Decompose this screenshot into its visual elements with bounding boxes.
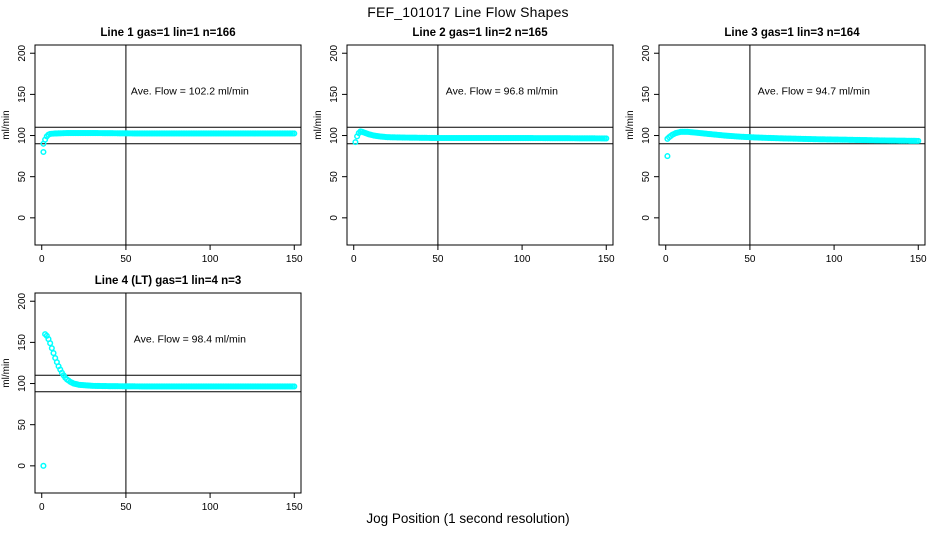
subplot-2: Line 2 gas=1 lin=2 n=165 0 50 100 150 0 50 100 1… [313, 27, 615, 265]
x-tick-label: 50 [120, 502, 132, 513]
ave-flow-annotation: Ave. Flow = 94.7 ml/min [758, 85, 870, 97]
y-tick-label: 0 [17, 463, 28, 469]
y-tick-label: 100 [17, 127, 28, 144]
x-tick-label: 50 [120, 254, 132, 265]
subplot-title: Line 4 (LT) gas=1 lin=4 n=3 [95, 275, 241, 287]
data-point [291, 130, 298, 137]
y-tick-label: 150 [641, 86, 652, 103]
y-tick-label: 200 [17, 292, 28, 309]
subplot-title: Line 2 gas=1 lin=2 n=165 [412, 27, 548, 39]
y-tick-label: 100 [329, 127, 340, 144]
y-tick-label: 50 [17, 171, 28, 183]
x-tick-label: 50 [432, 254, 444, 265]
x-tick-label: 150 [286, 502, 303, 513]
y-axis-label: ml/min [1, 358, 12, 387]
x-tick-label: 100 [202, 254, 219, 265]
x-tick-label: 100 [514, 254, 531, 265]
data-point [915, 137, 922, 144]
y-tick-label: 150 [17, 334, 28, 351]
figure-title: FEF_101017 Line Flow Shapes [367, 4, 569, 20]
x-tick-label: 100 [202, 502, 219, 513]
y-tick-label: 50 [329, 171, 340, 183]
x-tick-label: 0 [663, 254, 669, 265]
subplot-3: Line 3 gas=1 lin=3 n=164 0 50 100 150 0 50 100 1… [625, 27, 927, 265]
x-tick-label: 100 [826, 254, 843, 265]
outlier-data-point [40, 148, 47, 156]
outlier-data-point [664, 153, 671, 160]
y-tick-label: 0 [17, 215, 28, 221]
y-tick-label: 200 [17, 44, 28, 61]
x-tick-label: 0 [351, 254, 357, 265]
data-point [352, 139, 359, 146]
plot-box [658, 44, 926, 246]
subplot-title: Line 3 gas=1 lin=3 n=164 [724, 27, 860, 39]
y-tick-label: 150 [329, 86, 340, 103]
data-point [603, 135, 610, 142]
y-tick-label: 50 [17, 419, 28, 431]
subplot-4: Line 4 (LT) gas=1 lin=4 n=3 0 50 100 150 0 50 1… [1, 275, 303, 513]
x-tick-label: 50 [744, 254, 756, 265]
outlier-data-point [40, 462, 47, 469]
y-tick-label: 200 [641, 44, 652, 61]
plot-box [34, 292, 302, 494]
y-axis-label: ml/min [313, 110, 324, 139]
subplot-1: Line 1 gas=1 lin=1 n=166 0 50 100 150 0 50 100 1… [1, 27, 303, 265]
y-tick-label: 100 [641, 127, 652, 144]
data-point [47, 340, 54, 347]
plot-box [346, 44, 614, 246]
data-point [48, 345, 55, 352]
y-axis-label: ml/min [1, 110, 12, 139]
x-axis-label: Jog Position (1 second resolution) [366, 511, 570, 526]
y-tick-label: 150 [17, 86, 28, 103]
x-tick-label: 150 [286, 254, 303, 265]
y-tick-label: 100 [17, 375, 28, 392]
y-tick-label: 200 [329, 44, 340, 61]
subplot-title: Line 1 gas=1 lin=1 n=166 [100, 27, 235, 39]
ave-flow-annotation: Ave. Flow = 98.4 ml/min [134, 333, 246, 345]
data-point [291, 383, 298, 390]
ave-flow-annotation: Ave. Flow = 102.2 ml/min [131, 85, 249, 97]
x-tick-label: 150 [598, 254, 615, 265]
x-tick-label: 0 [39, 254, 45, 265]
plot-box [34, 44, 302, 246]
y-axis-label: ml/min [625, 110, 636, 139]
x-tick-label: 0 [39, 502, 45, 513]
data-point [50, 350, 57, 357]
y-tick-label: 50 [641, 171, 652, 183]
x-tick-label: 150 [910, 254, 927, 265]
y-tick-label: 0 [641, 215, 652, 221]
y-tick-label: 0 [329, 215, 340, 221]
ave-flow-annotation: Ave. Flow = 96.8 ml/min [446, 85, 558, 97]
